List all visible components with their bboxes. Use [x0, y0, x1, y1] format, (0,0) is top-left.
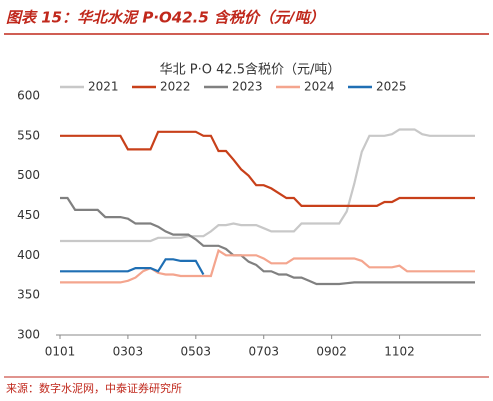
- series-line: [60, 196, 475, 286]
- x-tick-label: 0902: [316, 345, 347, 359]
- header-title: 图表 15：华北水泥 P·O42.5 含税价（元/吨）: [6, 9, 324, 27]
- y-tick-label: 500: [17, 168, 40, 182]
- series-line: [60, 258, 205, 276]
- legend-label: 2022: [160, 80, 191, 94]
- legend-label: 2024: [304, 80, 335, 94]
- legend-label: 2023: [232, 80, 263, 94]
- series-line: [60, 128, 475, 243]
- x-tick-label: 0503: [181, 345, 212, 359]
- y-tick-label: 600: [17, 89, 40, 103]
- legend-label: 2025: [376, 80, 407, 94]
- x-tick-label: 0703: [248, 345, 279, 359]
- y-tick-label: 450: [17, 208, 40, 222]
- x-tick-label: 0101: [45, 345, 76, 359]
- y-tick-label: 300: [17, 328, 40, 342]
- series-line: [60, 248, 475, 284]
- x-tick-label: 1102: [384, 345, 415, 359]
- chart-title: 华北 P·O 42.5含税价（元/吨）: [160, 62, 341, 78]
- series-line: [60, 130, 475, 207]
- x-tick-label: 0303: [113, 345, 144, 359]
- source: 来源：数字水泥网，中泰证券研究所: [6, 381, 182, 395]
- y-tick-label: 400: [17, 248, 40, 262]
- y-tick-label: 350: [17, 288, 40, 302]
- y-tick-label: 550: [17, 128, 40, 142]
- legend-label: 2021: [88, 80, 119, 94]
